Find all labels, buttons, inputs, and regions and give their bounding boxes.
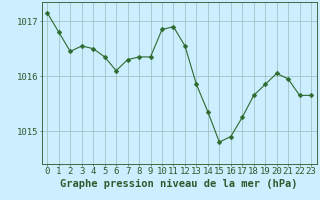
X-axis label: Graphe pression niveau de la mer (hPa): Graphe pression niveau de la mer (hPa)	[60, 179, 298, 189]
